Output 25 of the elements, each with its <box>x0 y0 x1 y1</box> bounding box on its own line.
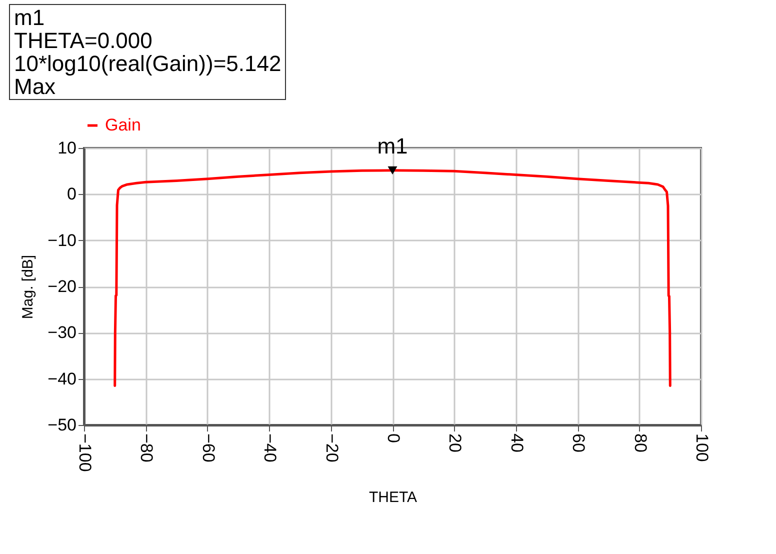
x-tick-label: 80 <box>630 434 650 452</box>
y-tick-label: −10 <box>48 230 76 250</box>
x-tick-label: −20 <box>322 434 342 462</box>
text: m1 <box>14 5 46 30</box>
x-tick-label: 100 <box>692 434 712 462</box>
y-tick-label: −20 <box>48 277 76 296</box>
text: THETA=0.000 <box>14 28 154 53</box>
x-tick-label: 60 <box>569 434 588 452</box>
x-axis-title: THETA <box>368 488 418 506</box>
x-tick-label: −80 <box>137 434 156 462</box>
x-tick-label: −100 <box>76 434 94 472</box>
y-tick-label: 10 <box>58 138 76 158</box>
y-axis-title: Mag. [dB] <box>20 254 37 320</box>
x-tick-label: 40 <box>507 434 526 452</box>
legend-label: Gain <box>105 116 141 134</box>
text: Max <box>14 74 56 99</box>
x-tick-label: −40 <box>260 434 280 462</box>
y-tick-label: −50 <box>48 416 76 434</box>
y-tick-label: −30 <box>48 323 76 342</box>
x-tick-label: −60 <box>198 434 218 462</box>
x-tick-label: 20 <box>446 434 465 452</box>
x-tick-label: 0 <box>384 434 403 443</box>
text: 10*log10(real(Gain))=5.142 <box>14 51 282 76</box>
y-tick-label: 0 <box>67 184 76 204</box>
y-tick-label: −40 <box>48 369 76 388</box>
